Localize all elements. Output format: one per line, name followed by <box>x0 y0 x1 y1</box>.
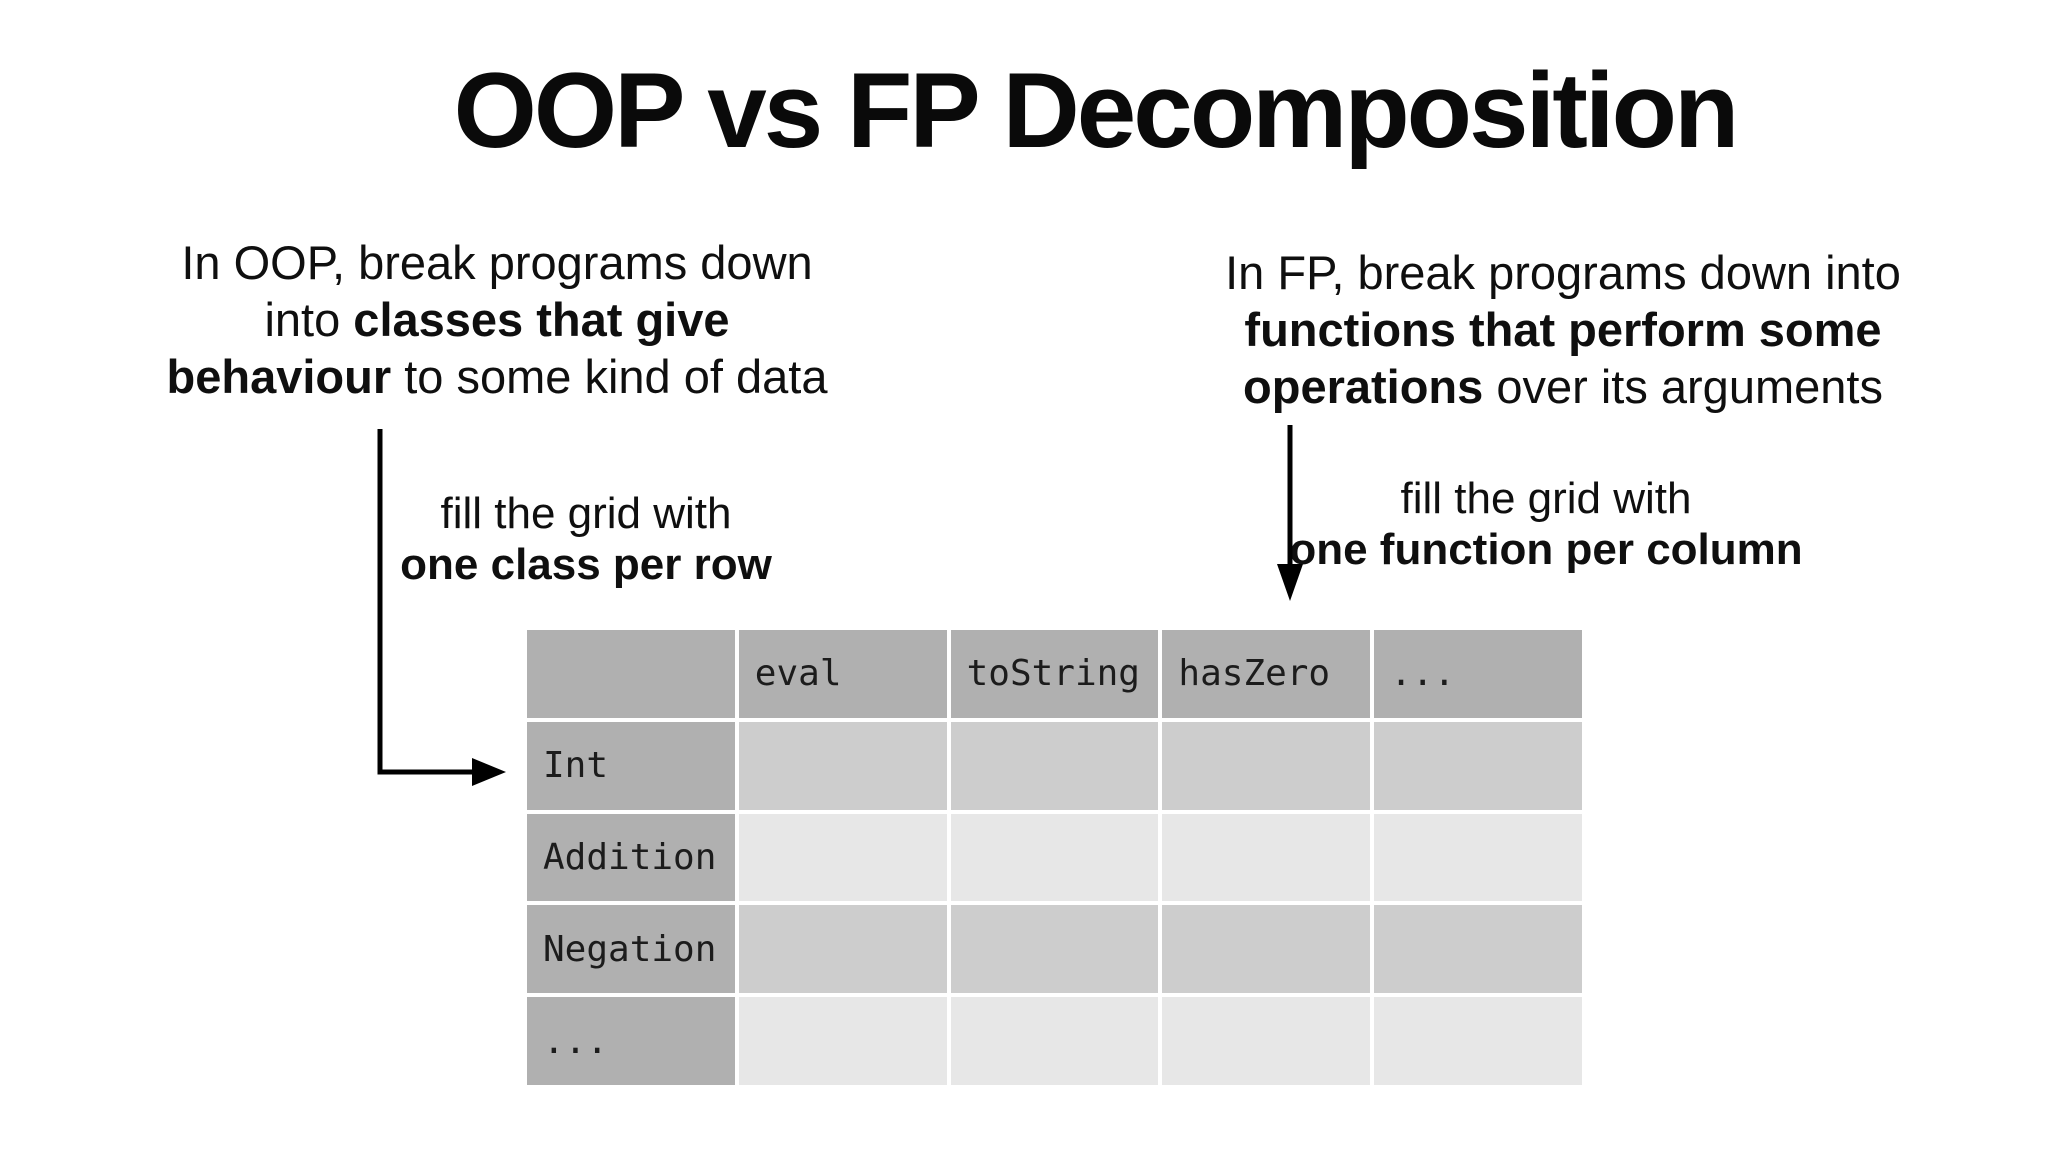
grid-row-header-ellipsis: ... <box>527 997 735 1085</box>
grid-cell <box>738 997 947 1085</box>
grid-cell <box>738 905 947 994</box>
grid-col-header-eval: eval <box>738 630 947 718</box>
grid-cell <box>1374 721 1582 810</box>
grid-col-header-ellipsis: ... <box>1374 630 1582 718</box>
grid-row-header-negation: Negation <box>527 905 735 994</box>
grid-cell <box>950 997 1159 1085</box>
row-fill-caption-line1: fill the grid with <box>440 489 732 538</box>
grid-cell <box>1374 997 1582 1085</box>
oop-note-line1: In OOP, break programs down <box>181 236 813 289</box>
decomposition-grid: eval toString hasZero ... Int Addition N… <box>527 630 1582 1085</box>
grid-cell <box>1162 813 1371 902</box>
grid-col-header-haszero: hasZero <box>1162 630 1371 718</box>
grid-cell <box>738 721 947 810</box>
grid-cell <box>1374 905 1582 994</box>
grid-cell <box>1162 905 1371 994</box>
fp-note-line1: In FP, break programs down into <box>1225 246 1901 299</box>
grid-row-header-addition: Addition <box>527 813 735 902</box>
oop-note-line3: behaviour to some kind of data <box>166 350 828 403</box>
row-fill-caption-line2: one class per row <box>400 540 772 589</box>
grid-cell <box>738 813 947 902</box>
oop-note-line2: into classes that give <box>264 293 730 346</box>
column-fill-caption: fill the grid with one function per colu… <box>1289 473 1802 575</box>
fp-note: In FP, break programs down into function… <box>1225 244 1901 415</box>
grid-col-header-tostring: toString <box>950 630 1159 718</box>
grid-cell <box>1162 721 1371 810</box>
grid-row-header-int: Int <box>527 721 735 810</box>
fp-note-line3: operations over its arguments <box>1243 360 1883 413</box>
grid-cell <box>950 721 1159 810</box>
oop-note: In OOP, break programs down into classes… <box>167 234 828 405</box>
arrow-right-elbow-icon <box>377 429 506 786</box>
page-title: OOP vs FP Decomposition <box>453 50 1740 170</box>
grid-cell <box>950 813 1159 902</box>
column-fill-caption-line2: one function per column <box>1289 525 1803 574</box>
fp-note-line2: functions that perform some <box>1244 303 1882 356</box>
grid-cell <box>1374 813 1582 902</box>
column-fill-caption-line1: fill the grid with <box>1400 474 1692 523</box>
grid-cell <box>1162 997 1371 1085</box>
grid-cell <box>950 905 1159 994</box>
grid-corner-cell <box>527 630 735 718</box>
row-fill-caption: fill the grid with one class per row <box>400 488 772 590</box>
